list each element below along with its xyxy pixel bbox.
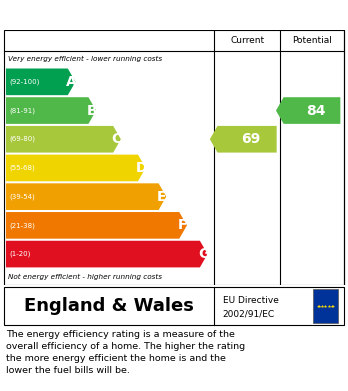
Text: Energy Efficiency Rating: Energy Efficiency Rating (5, 7, 215, 23)
Text: England & Wales: England & Wales (24, 297, 194, 315)
Polygon shape (6, 183, 166, 210)
Polygon shape (6, 241, 207, 267)
Text: Not energy efficient - higher running costs: Not energy efficient - higher running co… (8, 274, 162, 280)
Text: E: E (157, 190, 166, 204)
Polygon shape (6, 126, 121, 152)
Bar (313, 289, 338, 323)
Text: Potential: Potential (292, 36, 332, 45)
Text: (39-54): (39-54) (9, 194, 35, 200)
Text: 2002/91/EC: 2002/91/EC (223, 309, 275, 318)
Text: EU Directive: EU Directive (223, 296, 279, 305)
Text: (81-91): (81-91) (9, 107, 35, 114)
Text: F: F (177, 218, 187, 232)
Text: B: B (87, 104, 97, 118)
Polygon shape (6, 154, 146, 181)
Text: D: D (136, 161, 148, 175)
Polygon shape (6, 68, 76, 95)
Polygon shape (6, 212, 187, 239)
Text: A: A (66, 75, 77, 89)
Text: (21-38): (21-38) (9, 222, 35, 229)
Text: 84: 84 (306, 104, 325, 118)
Text: (69-80): (69-80) (9, 136, 35, 142)
Polygon shape (210, 126, 277, 152)
Text: C: C (111, 132, 122, 146)
Polygon shape (276, 97, 340, 124)
Text: The energy efficiency rating is a measure of the
overall efficiency of a home. T: The energy efficiency rating is a measur… (6, 330, 245, 375)
Text: 69: 69 (241, 132, 260, 146)
Polygon shape (6, 97, 96, 124)
Text: G: G (198, 247, 209, 261)
Text: (55-68): (55-68) (9, 165, 35, 171)
Text: (92-100): (92-100) (9, 79, 40, 85)
Text: (1-20): (1-20) (9, 251, 31, 257)
Text: Very energy efficient - lower running costs: Very energy efficient - lower running co… (8, 56, 162, 62)
Text: Current: Current (230, 36, 264, 45)
